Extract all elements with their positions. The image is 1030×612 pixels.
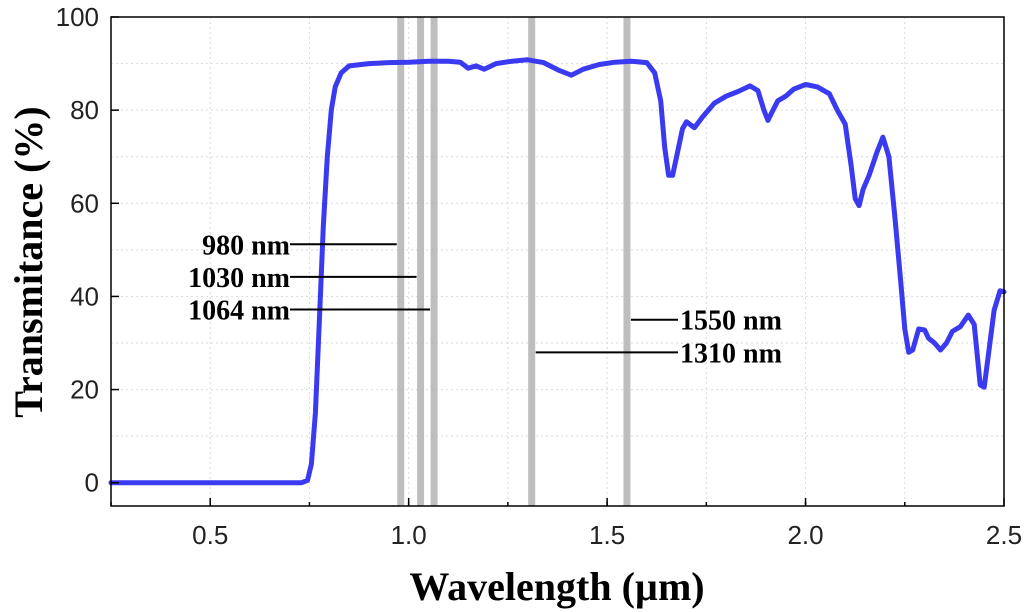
y-tick-label: 20 bbox=[70, 375, 99, 405]
x-tick-label: 2.0 bbox=[787, 520, 823, 550]
annotation-label: 1030 nm bbox=[188, 263, 290, 294]
annotation-label: 1550 nm bbox=[680, 306, 782, 337]
grid-layer bbox=[110, 17, 1004, 506]
transmittance-curve bbox=[108, 57, 1007, 486]
x-axis-title: Wavelength (µm) bbox=[409, 564, 704, 609]
tick-layer: 0.5 1.0 1.5 2.0 2.5 0 20 40 60 80 100 bbox=[56, 2, 1022, 550]
y-tick-label: 0 bbox=[85, 468, 99, 498]
x-tick-label: 0.5 bbox=[192, 520, 228, 550]
y-tick-label: 80 bbox=[70, 95, 99, 125]
annotation-label: 1310 nm bbox=[680, 338, 782, 369]
y-tick-label: 100 bbox=[56, 2, 99, 32]
reference-bands bbox=[397, 17, 631, 506]
y-tick-label: 40 bbox=[70, 281, 99, 311]
y-axis-title: Transmitance (%) bbox=[6, 106, 51, 417]
annotation-label: 1064 nm bbox=[188, 295, 290, 326]
curve-layer bbox=[108, 57, 1007, 486]
plot-frame bbox=[110, 16, 1005, 507]
annotation-label: 980 nm bbox=[202, 230, 290, 261]
x-tick-label: 1.5 bbox=[589, 520, 625, 550]
x-tick-label: 1.0 bbox=[391, 520, 427, 550]
y-tick-label: 60 bbox=[70, 188, 99, 218]
x-tick-label: 2.5 bbox=[986, 520, 1022, 550]
